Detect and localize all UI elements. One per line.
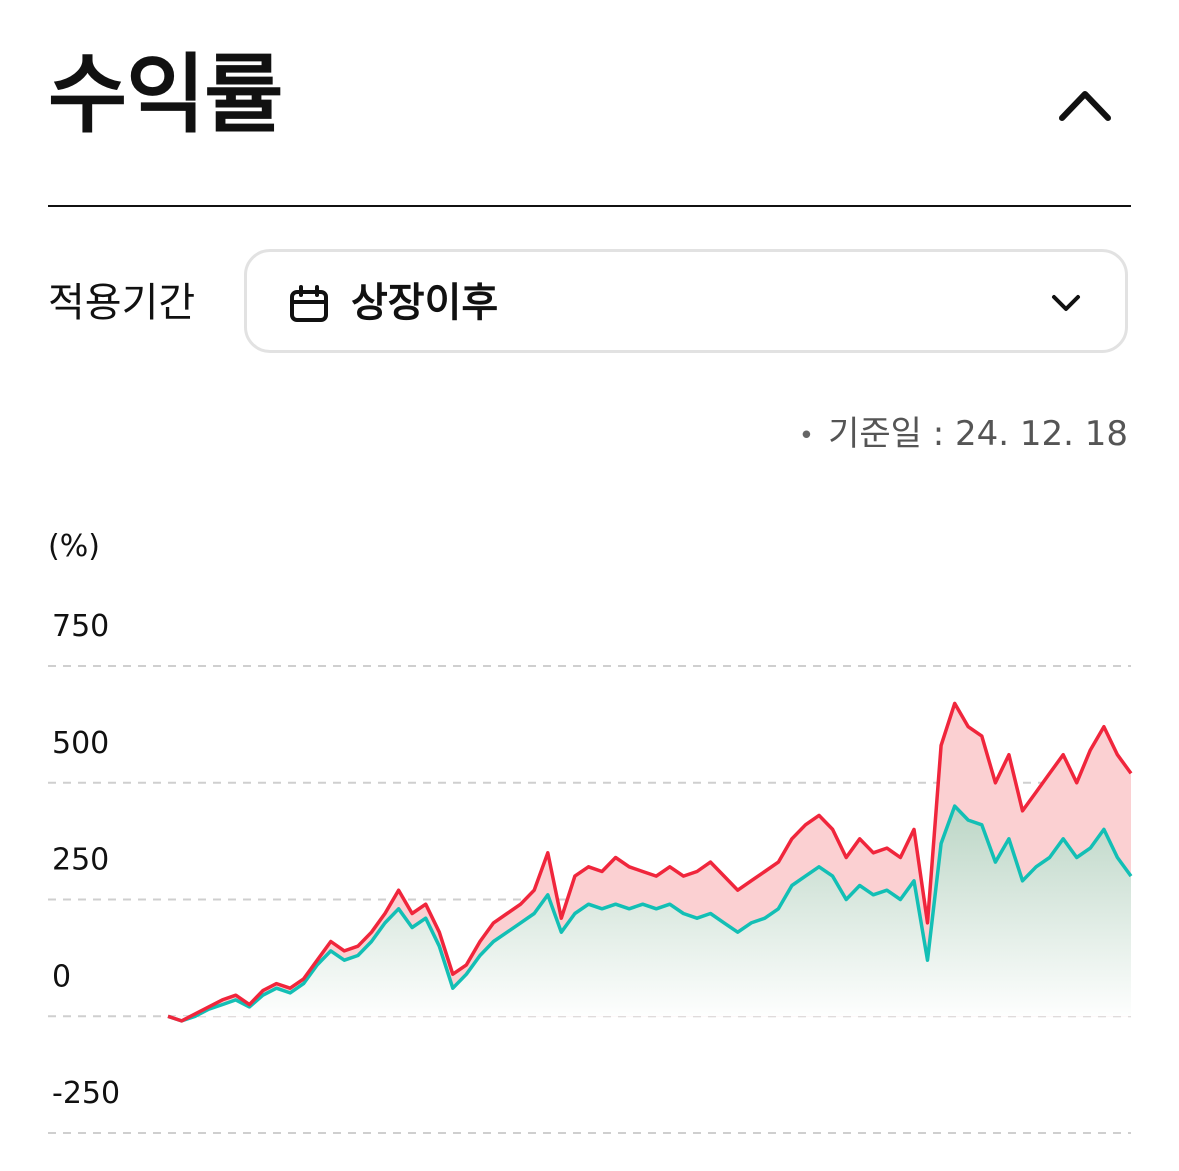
y-tick-label: -250 bbox=[52, 1076, 120, 1111]
series-line-benchmark bbox=[167, 804, 1133, 1023]
chevron-up-icon bbox=[1059, 91, 1111, 121]
page-title: 수익률 bbox=[48, 45, 283, 145]
series-area-benchmark bbox=[168, 806, 1131, 1021]
y-tick-label: 250 bbox=[52, 843, 109, 878]
period-select-value: 상장이후 bbox=[351, 280, 499, 326]
y-tick-label: 0 bbox=[52, 959, 71, 994]
period-select[interactable]: 상장이후 bbox=[244, 249, 1128, 353]
base-date-text: 기준일 : 24. 12. 18 bbox=[828, 414, 1128, 454]
bullet-dot: • bbox=[798, 420, 815, 451]
calendar-icon bbox=[290, 285, 328, 322]
chart-unit-label: (%) bbox=[48, 529, 100, 564]
chevron-down-icon bbox=[1052, 295, 1080, 311]
title-divider bbox=[48, 205, 1131, 207]
y-tick-label: 750 bbox=[52, 609, 109, 644]
series-line-fund bbox=[167, 701, 1133, 1023]
collapse-button[interactable] bbox=[1050, 80, 1120, 130]
base-date: • 기준일 : 24. 12. 18 bbox=[799, 412, 1128, 458]
period-label: 적용기간 bbox=[48, 280, 196, 326]
return-chart: 750 500 250 0 -250 bbox=[48, 609, 1133, 1134]
y-tick-label: 500 bbox=[52, 726, 109, 761]
